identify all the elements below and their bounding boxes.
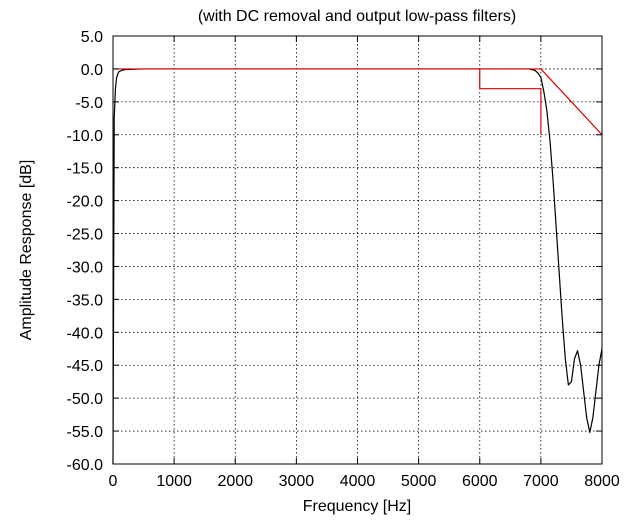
y-tick-label: -5.0 [75, 95, 103, 112]
x-tick-label: 0 [109, 473, 118, 490]
y-tick-label: -55.0 [67, 424, 104, 441]
x-tick-label: 5000 [401, 473, 437, 490]
x-tick-label: 8000 [584, 473, 620, 490]
y-tick-label: -30.0 [67, 259, 104, 276]
y-tick-label: 0.0 [81, 62, 103, 79]
chart-title: (with DC removal and output low-pass fil… [198, 8, 516, 25]
x-tick-label: 1000 [156, 473, 192, 490]
x-tick-label: 4000 [340, 473, 376, 490]
series-line-2 [113, 68, 603, 136]
y-axis-label: Amplitude Response [dB] [18, 160, 35, 341]
y-tick-label: -20.0 [67, 194, 104, 211]
x-tick-labels: 0 1000 2000 3000 4000 5000 6000 7000 8000 [109, 473, 620, 490]
series-line-3 [479, 68, 542, 135]
x-tick-label: 6000 [462, 473, 498, 490]
y-tick-label: -40.0 [67, 325, 104, 342]
x-tick-label: 2000 [217, 473, 253, 490]
x-tick-label: 3000 [279, 473, 315, 490]
y-tick-label: -35.0 [67, 292, 104, 309]
x-tick-label: 7000 [523, 473, 559, 490]
tick-marks [112, 35, 603, 465]
y-tick-label: -50.0 [67, 391, 104, 408]
grid [113, 36, 602, 464]
y-tick-labels: 5.0 0.0 -5.0 -10.0 -15.0 -20.0 -25.0 -30.0 -35.0… [67, 29, 104, 474]
y-tick-label: -10.0 [67, 128, 104, 145]
series-group [112, 68, 603, 465]
y-tick-label: 5.0 [81, 29, 103, 46]
x-axis-label: Frequency [Hz] [303, 498, 411, 515]
series-line-1 [112, 68, 603, 465]
y-tick-label: -60.0 [67, 457, 104, 474]
y-tick-label: -45.0 [67, 358, 104, 375]
y-tick-label: -25.0 [67, 227, 104, 244]
y-tick-label: -15.0 [67, 161, 104, 178]
